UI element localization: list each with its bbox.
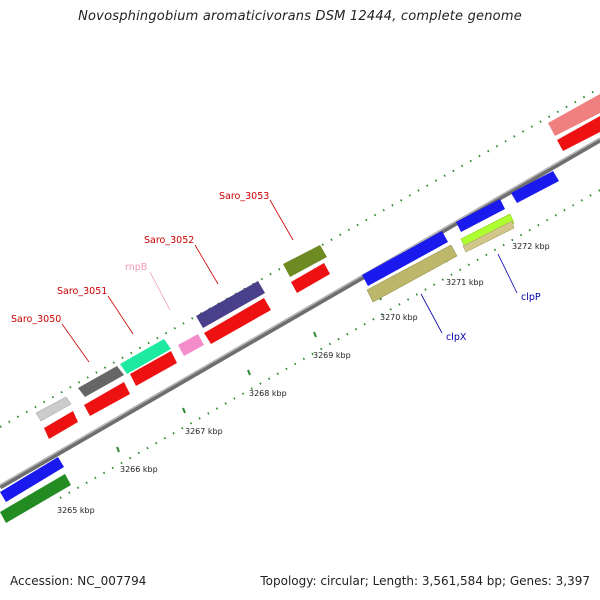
gene-feature[interactable]: [44, 411, 78, 439]
gene-feature[interactable]: [0, 457, 64, 502]
gene-feature[interactable]: [362, 231, 448, 286]
tick-label: 3267 kbp: [185, 427, 223, 436]
gene-labels: Saro_3050 Saro_3051 rnpB Saro_3052 Saro_…: [11, 191, 541, 343]
tick-label: 3272 kbp: [512, 242, 550, 251]
tick-label: 3266 kbp: [120, 465, 158, 474]
tick-label: 3268 kbp: [249, 389, 287, 398]
genome-summary-text: Topology: circular; Length: 3,561,584 bp…: [260, 574, 590, 588]
gene-feature[interactable]: [204, 298, 271, 344]
gene-label: Saro_3052: [144, 235, 194, 246]
gene-label: Saro_3051: [57, 286, 107, 297]
gene-feature[interactable]: [0, 474, 71, 523]
gene-feature[interactable]: [283, 245, 327, 277]
gene-feature[interactable]: [291, 263, 330, 293]
genome-backbone: [0, 137, 600, 490]
tick-labels: 3265 kbp 3266 kbp 3267 kbp 3268 kbp 3269…: [57, 242, 550, 515]
accession-text: Accession: NC_007794: [10, 574, 147, 588]
gene-label: rnpB: [125, 262, 147, 273]
gene-feature[interactable]: [511, 171, 559, 203]
tick-label: 3271 kbp: [446, 278, 484, 287]
gene-label: Saro_3053: [219, 191, 269, 202]
gene-feature[interactable]: [548, 94, 600, 136]
gene-label: clpX: [446, 332, 467, 343]
gene-feature[interactable]: [78, 366, 124, 397]
gene-label: Saro_3050: [11, 314, 61, 325]
lower-guide-dots: [59, 189, 600, 499]
tick-label: 3269 kbp: [313, 351, 351, 360]
gene-feature[interactable]: [84, 382, 130, 416]
lower-gene-features: [0, 116, 600, 523]
gene-feature[interactable]: [35, 396, 72, 422]
gene-feature[interactable]: [456, 199, 505, 232]
gene-feature[interactable]: [130, 351, 177, 386]
upper-gene-features: [0, 94, 600, 502]
gene-label: clpP: [521, 292, 541, 303]
gene-feature[interactable]: [557, 116, 600, 151]
gene-feature[interactable]: [366, 244, 458, 303]
tick-label: 3265 kbp: [57, 506, 95, 515]
gene-feature[interactable]: [460, 213, 515, 248]
label-leaders: [61, 199, 518, 363]
gene-feature[interactable]: [178, 334, 204, 356]
gene-feature[interactable]: [196, 281, 265, 328]
gene-feature[interactable]: [462, 220, 515, 253]
gene-feature[interactable]: [120, 339, 171, 374]
map-title: Novosphingobium aromaticivorans DSM 1244…: [78, 9, 522, 24]
tick-label: 3270 kbp: [380, 313, 418, 322]
